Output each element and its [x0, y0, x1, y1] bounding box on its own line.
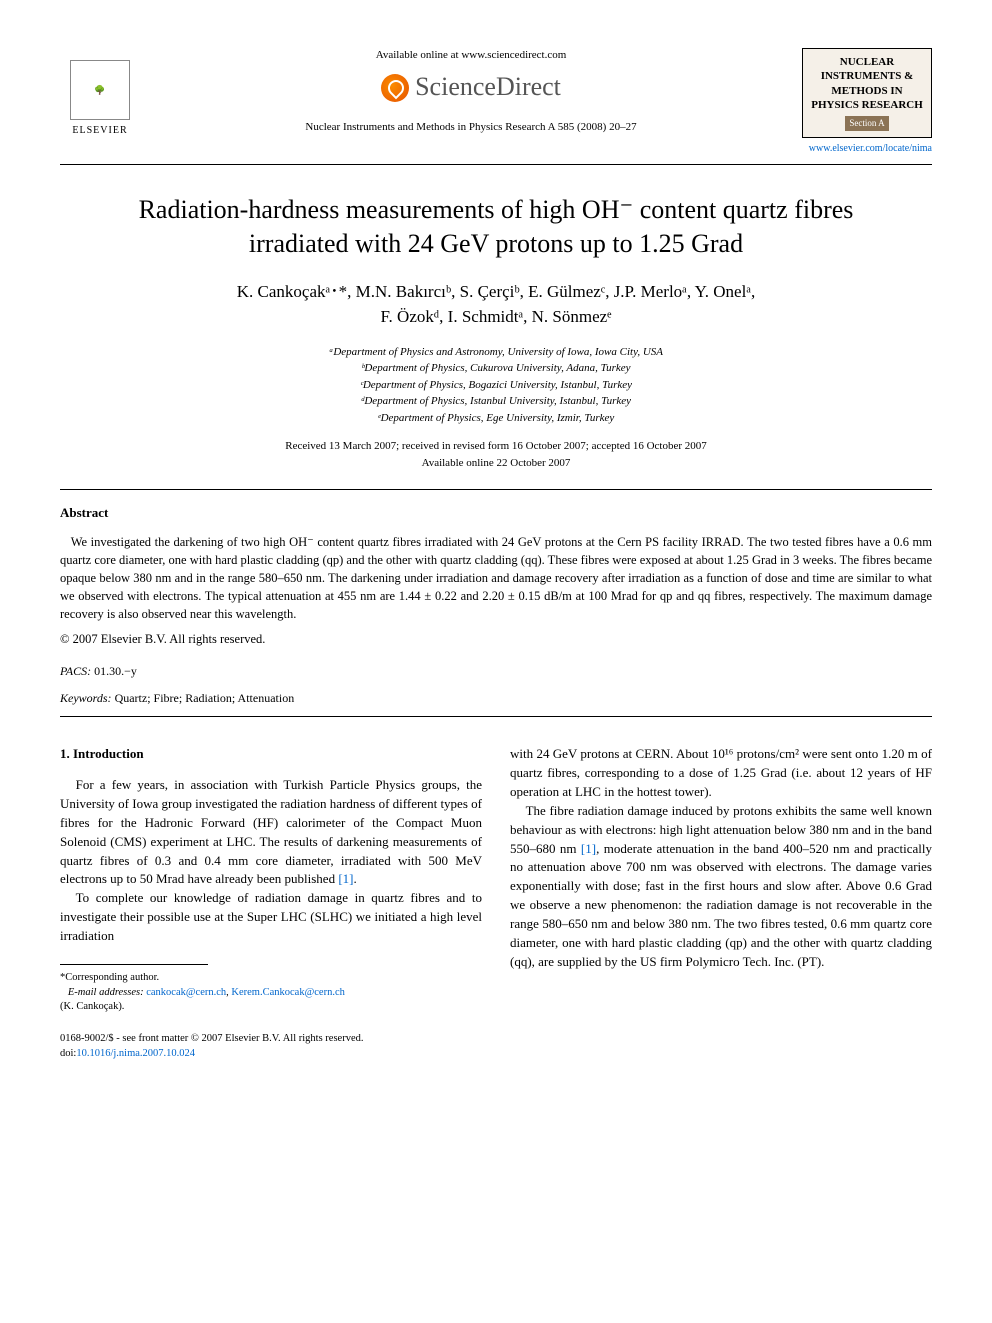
ref-link-2[interactable]: [1] — [581, 841, 596, 856]
abstract-top-rule — [60, 489, 932, 490]
elsevier-label: ELSEVIER — [72, 124, 127, 138]
email-link-2[interactable]: Kerem.Cankocak@cern.ch — [231, 987, 344, 998]
footer-left: 0168-9002/$ - see front matter © 2007 El… — [60, 1031, 482, 1061]
ref-link-1[interactable]: [1] — [338, 871, 353, 886]
front-matter-line: 0168-9002/$ - see front matter © 2007 El… — [60, 1031, 363, 1046]
right-column: with 24 GeV protons at CERN. About 10¹⁶ … — [510, 745, 932, 1061]
footnote-block: *Corresponding author. E-mail addresses:… — [60, 971, 482, 1015]
authors: K. Cankoçakᵃ･*, M.N. Bakırcıᵇ, S. Çerçiᵇ… — [60, 279, 932, 330]
journal-link[interactable]: www.elsevier.com/locate/nima — [802, 142, 932, 156]
sciencedirect-icon — [381, 74, 409, 102]
intro-para-2: To complete our knowledge of radiation d… — [60, 889, 482, 946]
abstract-bottom-rule — [60, 716, 932, 717]
pacs: PACS: 01.30.−y — [60, 663, 932, 680]
affiliation-d: ᵈDepartment of Physics, Istanbul Univers… — [60, 393, 932, 410]
available-online-text: Available online at www.sciencedirect.co… — [160, 48, 782, 63]
keywords: Keywords: Quartz; Fibre; Radiation; Atte… — [60, 690, 932, 707]
body-columns: 1. Introduction For a few years, in asso… — [60, 745, 932, 1061]
affiliation-c: ᶜDepartment of Physics, Bogazici Univers… — [60, 377, 932, 394]
center-header: Available online at www.sciencedirect.co… — [140, 48, 802, 135]
doi-link[interactable]: 10.1016/j.nima.2007.10.024 — [76, 1048, 195, 1059]
email-line: E-mail addresses: cankocak@cern.ch, Kere… — [60, 986, 482, 1001]
journal-box-section: Section A — [845, 116, 888, 131]
corresponding-author: *Corresponding author. — [60, 971, 482, 986]
footnote-rule — [60, 964, 208, 965]
intro-para-3: The fibre radiation damage induced by pr… — [510, 802, 932, 972]
journal-box: NUCLEAR INSTRUMENTS & METHODS IN PHYSICS… — [802, 48, 932, 138]
abstract-body: We investigated the darkening of two hig… — [60, 533, 932, 624]
email-link-1[interactable]: cankocak@cern.ch — [146, 987, 226, 998]
section-1-heading: 1. Introduction — [60, 745, 482, 764]
doi-line: doi:10.1016/j.nima.2007.10.024 — [60, 1046, 363, 1061]
elsevier-logo: 🌳 ELSEVIER — [60, 48, 140, 138]
intro-para-2-cont: with 24 GeV protons at CERN. About 10¹⁶ … — [510, 745, 932, 802]
sciencedirect-text: ScienceDirect — [415, 69, 561, 105]
top-rule — [60, 164, 932, 165]
article-dates: Received 13 March 2007; received in revi… — [60, 438, 932, 471]
affiliations: ᵃDepartment of Physics and Astronomy, Un… — [60, 344, 932, 427]
affiliation-e: ᵉDepartment of Physics, Ege University, … — [60, 410, 932, 427]
intro-para-1: For a few years, in association with Tur… — [60, 776, 482, 889]
article-title: Radiation-hardness measurements of high … — [60, 193, 932, 261]
journal-box-title: NUCLEAR INSTRUMENTS & METHODS IN PHYSICS… — [811, 55, 923, 112]
affiliation-b: ᵇDepartment of Physics, Cukurova Univers… — [60, 360, 932, 377]
left-column: 1. Introduction For a few years, in asso… — [60, 745, 482, 1061]
sciencedirect-logo: ScienceDirect — [160, 69, 782, 105]
journal-box-container: NUCLEAR INSTRUMENTS & METHODS IN PHYSICS… — [802, 48, 932, 156]
elsevier-tree-icon: 🌳 — [70, 60, 130, 120]
journal-reference: Nuclear Instruments and Methods in Physi… — [160, 120, 782, 135]
affiliation-a: ᵃDepartment of Physics and Astronomy, Un… — [60, 344, 932, 361]
copyright: © 2007 Elsevier B.V. All rights reserved… — [60, 631, 932, 649]
abstract-heading: Abstract — [60, 504, 932, 522]
footnote-name: (K. Cankoçak). — [60, 1000, 482, 1015]
header-row: 🌳 ELSEVIER Available online at www.scien… — [60, 48, 932, 156]
